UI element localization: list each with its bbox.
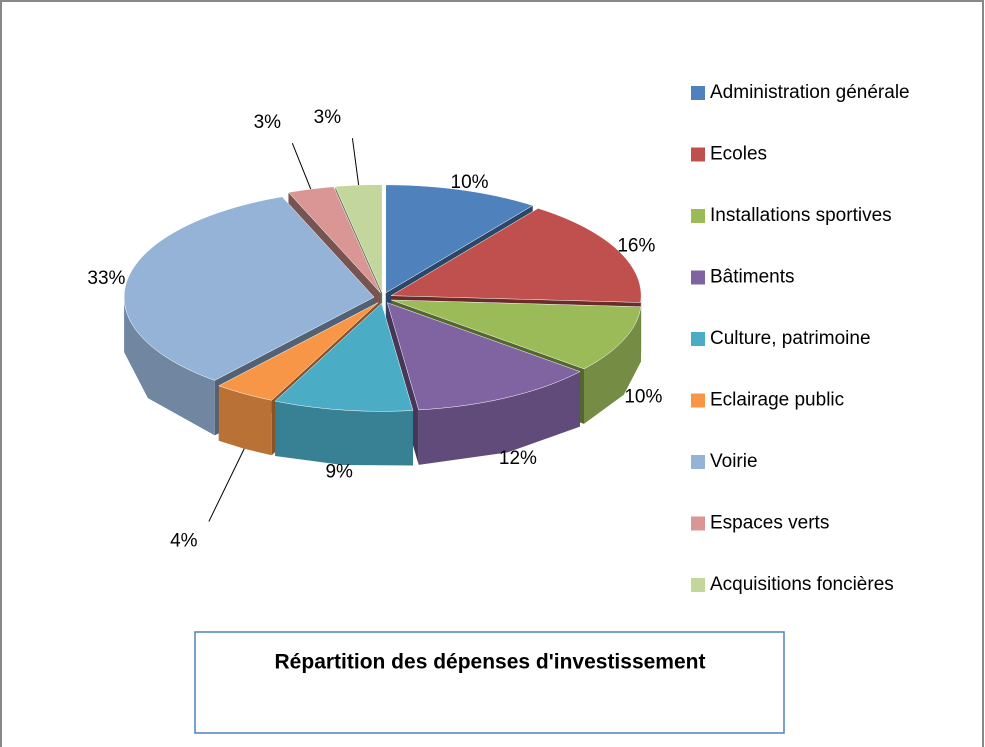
slice-wall: [124, 297, 215, 436]
data-label: 10%: [624, 387, 662, 408]
data-label: 16%: [617, 236, 655, 257]
legend-swatch: [691, 332, 705, 346]
data-label: 33%: [87, 268, 125, 289]
slice: [287, 186, 381, 293]
data-label: 10%: [451, 172, 489, 193]
slice: [123, 196, 375, 381]
leader-line: [351, 138, 360, 186]
slice-wall: [583, 306, 641, 424]
legend-swatch: [691, 455, 705, 469]
legend-label: Administration générale: [710, 82, 910, 103]
data-label: 3%: [254, 112, 282, 133]
chart-title: Répartition des dépenses d'investissemen…: [275, 651, 706, 674]
data-label: 3%: [314, 107, 342, 128]
legend-label: Culture, patrimoine: [710, 328, 871, 349]
slice-wall: [275, 401, 413, 466]
legend-label: Acquisitions foncières: [710, 574, 894, 595]
legend-label: Eclairage public: [710, 390, 844, 411]
legend-label: Ecoles: [710, 144, 767, 165]
title-box: [194, 631, 785, 734]
slice: [334, 184, 383, 293]
slice: [386, 302, 581, 411]
slice: [218, 302, 379, 401]
data-label: 4%: [170, 531, 198, 552]
legend-label: Installations sportives: [710, 205, 892, 226]
slice: [274, 302, 414, 412]
pie: [123, 184, 642, 466]
legend-swatch: [691, 209, 705, 223]
legend-label: Bâtiments: [710, 267, 794, 288]
data-label: 9%: [325, 461, 353, 482]
leader-line: [208, 448, 245, 522]
legend-swatch: [691, 393, 705, 408]
slice: [390, 208, 642, 303]
slice-wall: [418, 371, 580, 465]
legend-swatch: [691, 86, 705, 100]
legend: Administration générale Ecoles Installatio…: [691, 82, 910, 595]
slice-wall: [218, 385, 272, 456]
legend-label: Voirie: [710, 451, 758, 472]
labels: 10% 16% 10% 12% 9% 4% 33% 3% 3%: [87, 107, 662, 551]
legend-swatch: [691, 578, 705, 592]
slice: [385, 184, 534, 294]
slice: [391, 299, 642, 370]
legend-swatch: [691, 270, 705, 285]
leader-line: [291, 142, 312, 190]
legend-label: Espaces verts: [710, 513, 829, 534]
data-label: 12%: [499, 448, 537, 469]
legend-swatch: [691, 147, 705, 162]
legend-swatch: [691, 516, 705, 531]
